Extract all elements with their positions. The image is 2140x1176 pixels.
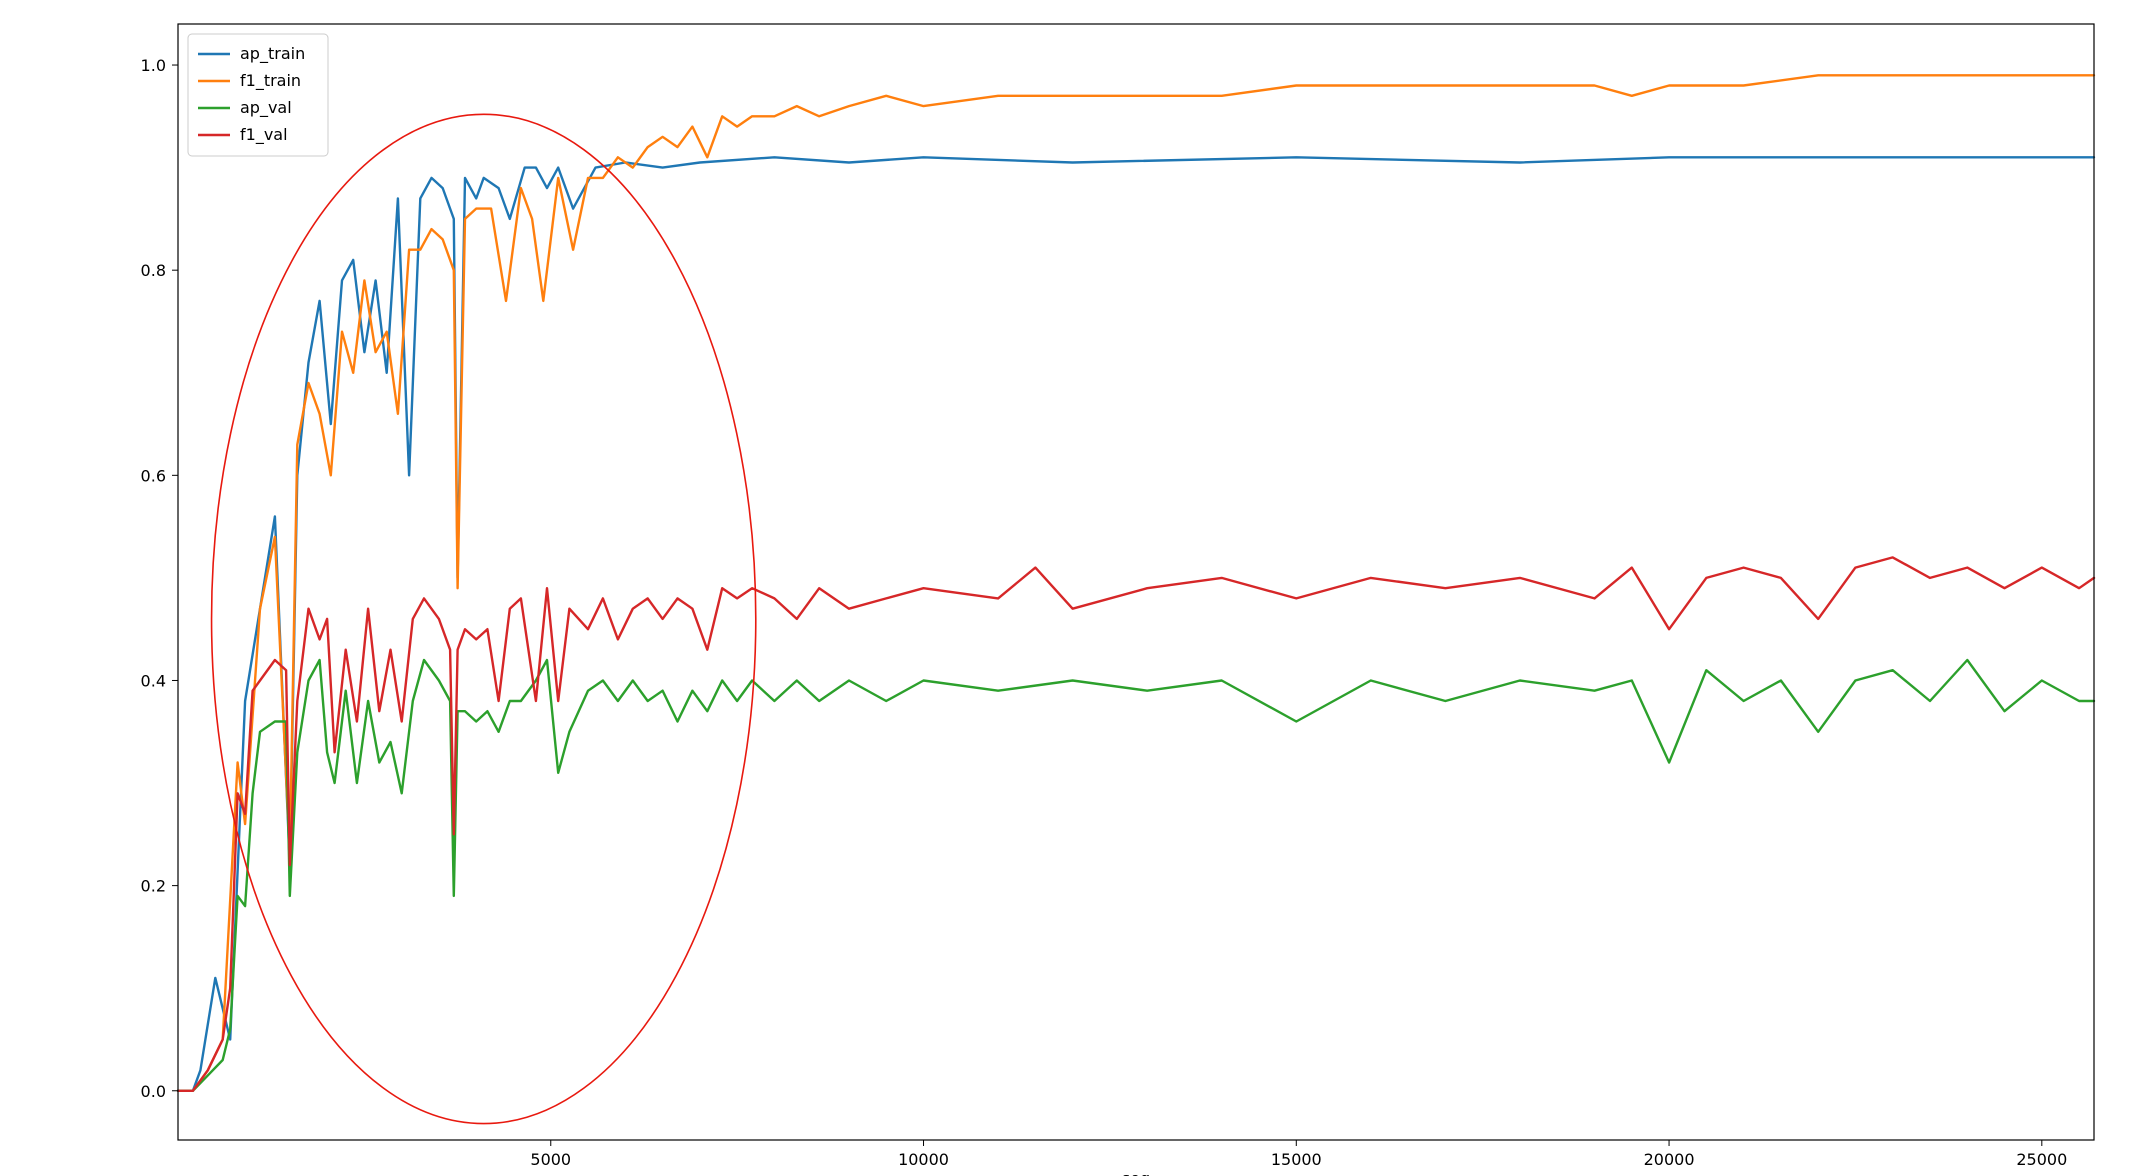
legend-label: f1_val bbox=[240, 125, 288, 145]
y-tick-label: 0.6 bbox=[141, 466, 166, 485]
x-tick-label: 10000 bbox=[898, 1150, 949, 1169]
annotation-layer bbox=[210, 113, 757, 1125]
x-tick-label: 5000 bbox=[530, 1150, 571, 1169]
legend: ap_train f1_train ap_val f1_val bbox=[187, 33, 329, 157]
legend-box bbox=[187, 33, 329, 157]
y-tick-label: 0.8 bbox=[141, 261, 166, 280]
series-line-f1-train bbox=[176, 74, 2096, 1093]
series-line-ap-val bbox=[176, 658, 2096, 1093]
legend-label: f1_train bbox=[240, 71, 301, 91]
series-layer bbox=[176, 74, 2096, 1093]
highlight-ellipse bbox=[210, 113, 757, 1125]
x-tick-label: 25000 bbox=[2016, 1150, 2067, 1169]
series-line-f1-val bbox=[176, 556, 2096, 1093]
ticks-layer: 5000 10000 15000 20000 25000 0.0 0.2 0.4 0.6 0.8 1… bbox=[141, 56, 2068, 1169]
legend-label: ap_train bbox=[240, 44, 305, 64]
x-tick-label: 20000 bbox=[1644, 1150, 1695, 1169]
y-tick-label: 0.0 bbox=[141, 1082, 166, 1101]
plot-frame bbox=[177, 23, 2095, 1141]
x-tick-label: 15000 bbox=[1271, 1150, 1322, 1169]
y-tick-label: 0.2 bbox=[141, 877, 166, 896]
x-axis-label: seq bbox=[1122, 1169, 1150, 1176]
y-tick-label: 0.4 bbox=[141, 671, 166, 690]
series-line-ap-train bbox=[176, 156, 2096, 1093]
y-tick-label: 1.0 bbox=[141, 56, 166, 75]
legend-label: ap_val bbox=[240, 98, 292, 118]
